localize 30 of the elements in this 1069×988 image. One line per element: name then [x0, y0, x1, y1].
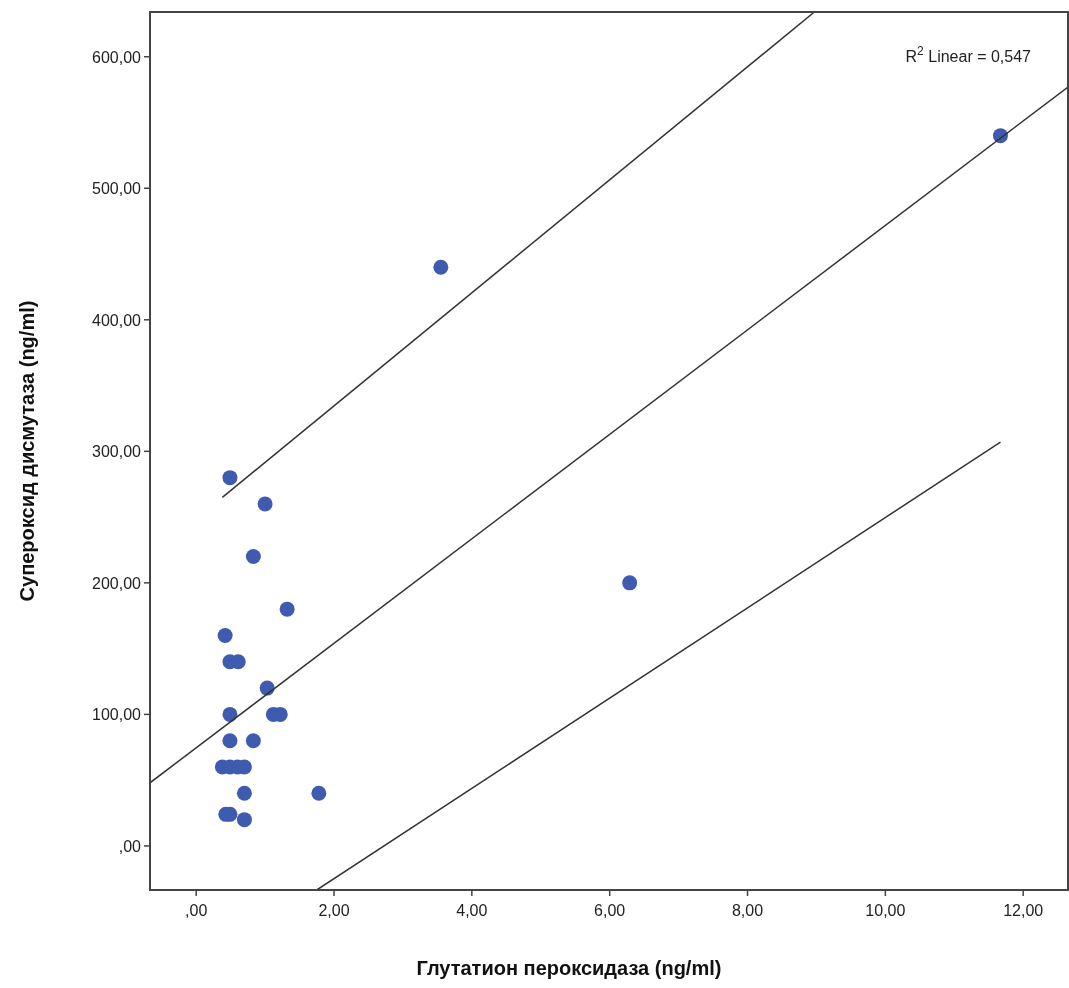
point: [222, 733, 238, 749]
x-tick-label: 10,00: [865, 902, 906, 919]
x-tick-label: 6,00: [594, 902, 626, 919]
x-tick-label: 2,00: [318, 902, 350, 919]
point: [236, 812, 252, 828]
y-tick-label: 200,00: [92, 574, 142, 592]
point: [622, 575, 638, 591]
y-tick-label: 600,00: [92, 48, 142, 66]
y-axis-title: Супероксид дисмутаза (ng/ml): [16, 300, 38, 602]
point: [257, 496, 273, 512]
y-tick-label: ,00: [118, 837, 142, 855]
point: [217, 627, 233, 643]
point: [245, 733, 261, 749]
x-axis-title: Глутатион пероксидаза (ng/ml): [416, 957, 722, 979]
point: [245, 549, 261, 565]
point: [222, 470, 238, 486]
x-tick-label: ,00: [185, 902, 208, 919]
y-tick-label: 300,00: [92, 443, 142, 461]
point: [433, 259, 449, 275]
annotation: R$^{2}$ Linear = 0,547: [905, 44, 1032, 65]
point: [222, 706, 238, 722]
point: [279, 601, 295, 617]
x-tick-label: 4,00: [456, 902, 488, 919]
y-tick-label: 500,00: [92, 180, 142, 198]
point: [236, 785, 252, 801]
y-tick-label: 400,00: [92, 311, 142, 329]
x-tick-label: 8,00: [731, 902, 764, 919]
x-tick-label: 12,00: [1003, 902, 1044, 919]
point: [311, 785, 327, 801]
y-tick-label: 100,00: [92, 706, 142, 724]
